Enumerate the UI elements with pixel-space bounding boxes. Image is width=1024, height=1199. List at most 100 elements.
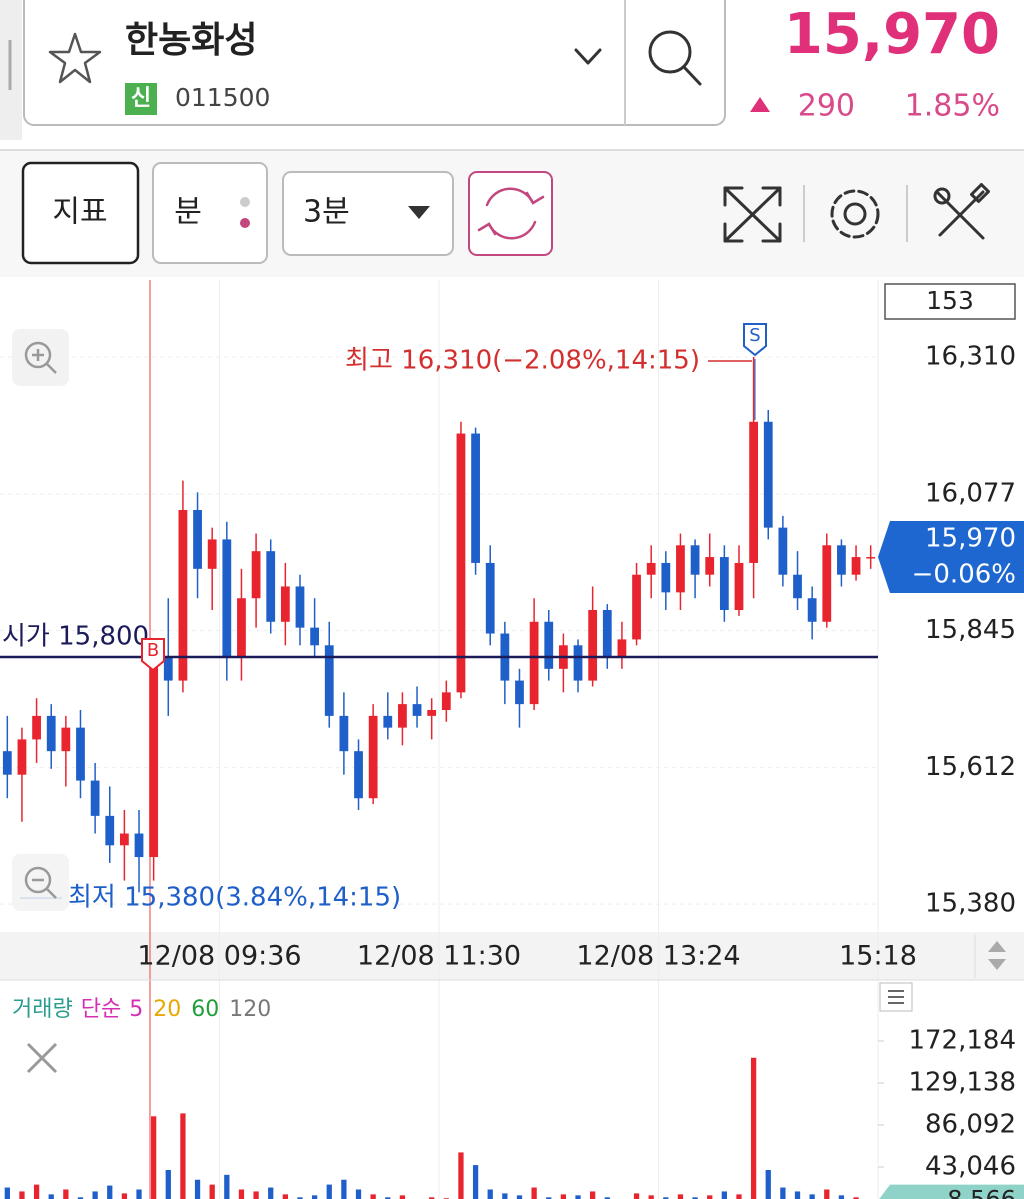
refresh-icon <box>477 187 545 240</box>
close-volume[interactable] <box>26 1042 58 1074</box>
y-tick-label: 16,310 <box>925 342 1016 372</box>
zoom-out-icon <box>24 866 57 899</box>
candle-body <box>807 598 817 622</box>
candle-body <box>368 715 378 799</box>
x-tick-label: 12/08 11:30 <box>357 941 521 972</box>
candle-body <box>544 621 554 669</box>
candle-body <box>441 692 451 710</box>
dot <box>240 218 250 228</box>
candle-body <box>485 562 495 634</box>
candle-body <box>61 727 71 752</box>
x-tick-label: 12/08 13:24 <box>576 941 740 972</box>
volume-bar <box>165 1169 171 1199</box>
candle-body <box>690 545 700 575</box>
volume-bar <box>575 1195 581 1199</box>
volume-bar <box>63 1189 69 1199</box>
volume-bar <box>33 1184 40 1199</box>
y-tick-label: 86,092 <box>925 1110 1016 1140</box>
volume-bar <box>121 1193 128 1199</box>
scroll-arrows[interactable] <box>974 935 1006 978</box>
dropdown-chevron[interactable] <box>574 48 602 65</box>
legend-entry: 120 <box>229 997 271 1022</box>
volume-bar <box>355 1189 362 1199</box>
volume-bar <box>341 1179 347 1199</box>
high-annotation: 최고 16,310(−2.08%,14:15) <box>345 346 700 376</box>
candle-body <box>119 833 129 846</box>
candle-body <box>46 715 56 752</box>
candle-body <box>339 715 349 752</box>
y-tick-label: 15,845 <box>925 615 1016 645</box>
candle-body <box>734 562 744 610</box>
volume-bar <box>487 1189 493 1199</box>
volume-bar <box>721 1191 727 1199</box>
legend-entry: 5 <box>129 997 143 1022</box>
candle-body <box>749 421 759 563</box>
volume-bar <box>77 1197 84 1199</box>
indicator-button[interactable] <box>21 161 140 265</box>
up-arrow <box>750 97 770 112</box>
signal-marker <box>743 323 767 357</box>
volume-bar <box>385 1197 391 1199</box>
y-tick-label: 129,138 <box>908 1068 1016 1098</box>
favorite-star[interactable] <box>48 32 102 84</box>
badge: 신 <box>131 86 151 111</box>
candle-body <box>398 704 407 728</box>
candle-body <box>222 539 232 658</box>
candle-body <box>822 545 832 622</box>
minute-button[interactable] <box>152 162 268 264</box>
volume-tag-label: 8,566 <box>947 1186 1016 1199</box>
candle-body <box>866 557 876 559</box>
menu-icon[interactable] <box>879 982 913 1012</box>
candle-body <box>632 574 641 640</box>
candle-body <box>573 645 583 681</box>
candle-body <box>105 815 115 846</box>
volume-bar <box>92 1191 98 1199</box>
y-tick-label: 172,184 <box>908 1026 1016 1056</box>
volume-bar <box>19 1191 25 1199</box>
candle-body <box>719 557 729 610</box>
candle-body <box>427 710 437 716</box>
volume-bar <box>516 1195 523 1199</box>
volume-bar <box>648 1195 654 1199</box>
candle-body <box>163 657 173 681</box>
volume-bar <box>531 1187 537 1199</box>
stock-code: 011500 <box>175 83 270 112</box>
volume-bar <box>546 1197 552 1199</box>
volume-bar <box>297 1197 303 1199</box>
search-icon[interactable] <box>648 30 702 86</box>
minute-label: 분 <box>174 195 202 230</box>
price-change-pct: 1.85% <box>905 89 1000 124</box>
tools-icon[interactable] <box>933 183 990 240</box>
volume-bar <box>224 1174 230 1199</box>
current-change-label: −0.06% <box>912 560 1016 590</box>
zoom-in-button[interactable] <box>12 329 69 386</box>
candle-body <box>793 574 802 599</box>
low-annotation: 최저 15,380(3.84%,14:15) <box>68 883 401 913</box>
candle-body <box>2 751 12 775</box>
volume-bar <box>194 1179 201 1199</box>
stock-name: 한농화성 <box>125 20 257 61</box>
candle-body <box>310 627 320 646</box>
volume-method: 단순 <box>81 997 121 1022</box>
badge-box <box>125 83 157 115</box>
interval-dropdown[interactable] <box>282 171 454 256</box>
volume-bar <box>502 1193 508 1199</box>
candle-body <box>17 739 27 775</box>
refresh-button[interactable] <box>468 171 553 256</box>
candle-body <box>661 562 671 593</box>
candle-body <box>851 557 861 575</box>
volume-bar <box>151 1116 157 1199</box>
y-tick-label: 16,077 <box>925 479 1016 509</box>
candle-body <box>837 545 846 575</box>
indicator-label: 지표 <box>52 195 107 230</box>
settings-icon[interactable] <box>830 189 880 239</box>
y-tick-label: 15,380 <box>925 889 1016 919</box>
candle-body <box>383 715 393 728</box>
volume-bar <box>399 1195 406 1199</box>
legend-entry: 60 <box>191 997 219 1022</box>
volume-bar <box>707 1195 713 1199</box>
stock-selector[interactable] <box>23 0 726 126</box>
zoom-out-button[interactable] <box>12 854 69 911</box>
fullscreen-icon[interactable] <box>723 186 782 243</box>
